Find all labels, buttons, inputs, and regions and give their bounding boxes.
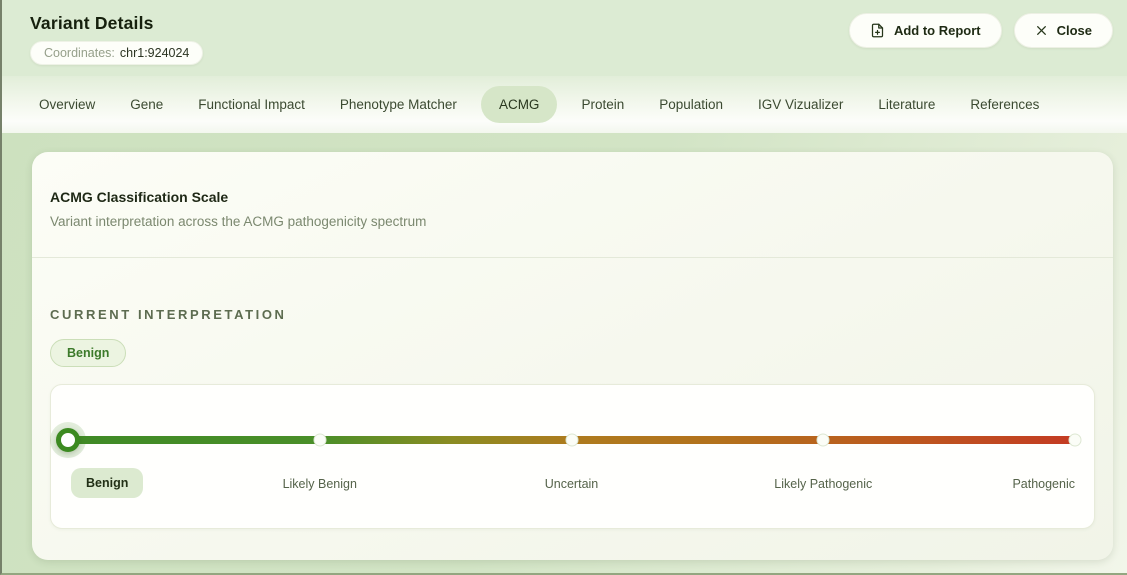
scale-label-benign: Benign [71,468,144,498]
close-label: Close [1056,23,1092,38]
scale-label-pathogenic: Pathogenic [1012,477,1075,491]
tab-references[interactable]: References [970,97,1040,112]
acmg-scale-panel: Benign Likely Benign Uncertain Likely Pa… [50,384,1095,529]
tab-acmg[interactable]: ACMG [480,86,558,123]
card-title: ACMG Classification Scale [50,189,229,205]
coordinates-value: chr1:924024 [119,46,190,60]
x-icon [1035,24,1048,37]
page-title: Variant Details [30,13,154,33]
tab-phenotype-matcher[interactable]: Phenotype Matcher [339,97,457,112]
content-area: ACMG Classification Scale Variant interp… [2,133,1127,573]
file-plus-icon [870,23,885,38]
section-title: CURRENT INTERPRETATION [50,307,287,322]
header-actions: Add to Report Close [848,13,1113,76]
tab-overview[interactable]: Overview [39,97,96,112]
scale-thumb-benign[interactable] [56,428,80,452]
scale-stop-pathogenic[interactable] [1068,433,1082,447]
add-to-report-button[interactable]: Add to Report [848,13,1002,48]
close-button[interactable]: Close [1013,13,1113,48]
tab-functional-impact[interactable]: Functional Impact [198,97,305,112]
tab-literature[interactable]: Literature [878,97,936,112]
tab-bar: Overview Gene Functional Impact Phenotyp… [2,76,1127,133]
current-interpretation-section: CURRENT INTERPRETATION Benign Benign Lik… [32,258,1113,529]
scale-stop-uncertain[interactable] [565,433,578,447]
tab-population[interactable]: Population [659,97,724,112]
scale-label-uncertain: Uncertain [544,477,599,491]
acmg-card: ACMG Classification Scale Variant interp… [32,152,1113,560]
tab-gene[interactable]: Gene [130,97,164,112]
tab-protein[interactable]: Protein [581,97,625,112]
coordinates-label: Coordinates: [44,46,115,60]
add-to-report-label: Add to Report [893,23,981,38]
scale-stop-likely-benign[interactable] [313,433,327,447]
tab-igv-vizualizer[interactable]: IGV Vizualizer [758,97,844,112]
scale-stop-likely-pathogenic[interactable] [816,433,830,447]
scale-label-likely-pathogenic: Likely Pathogenic [774,477,873,491]
scale-track-zone: Benign Likely Benign Uncertain Likely Pa… [56,385,1082,528]
coordinates-badge: Coordinates: chr1:924024 [30,41,204,65]
card-subtitle: Variant interpretation across the ACMG p… [50,214,427,229]
header: Variant Details Coordinates: chr1:924024… [2,0,1127,76]
interpretation-badge: Benign [50,339,127,367]
scale-label-likely-benign: Likely Benign [282,477,357,491]
card-header: ACMG Classification Scale Variant interp… [32,152,1113,258]
